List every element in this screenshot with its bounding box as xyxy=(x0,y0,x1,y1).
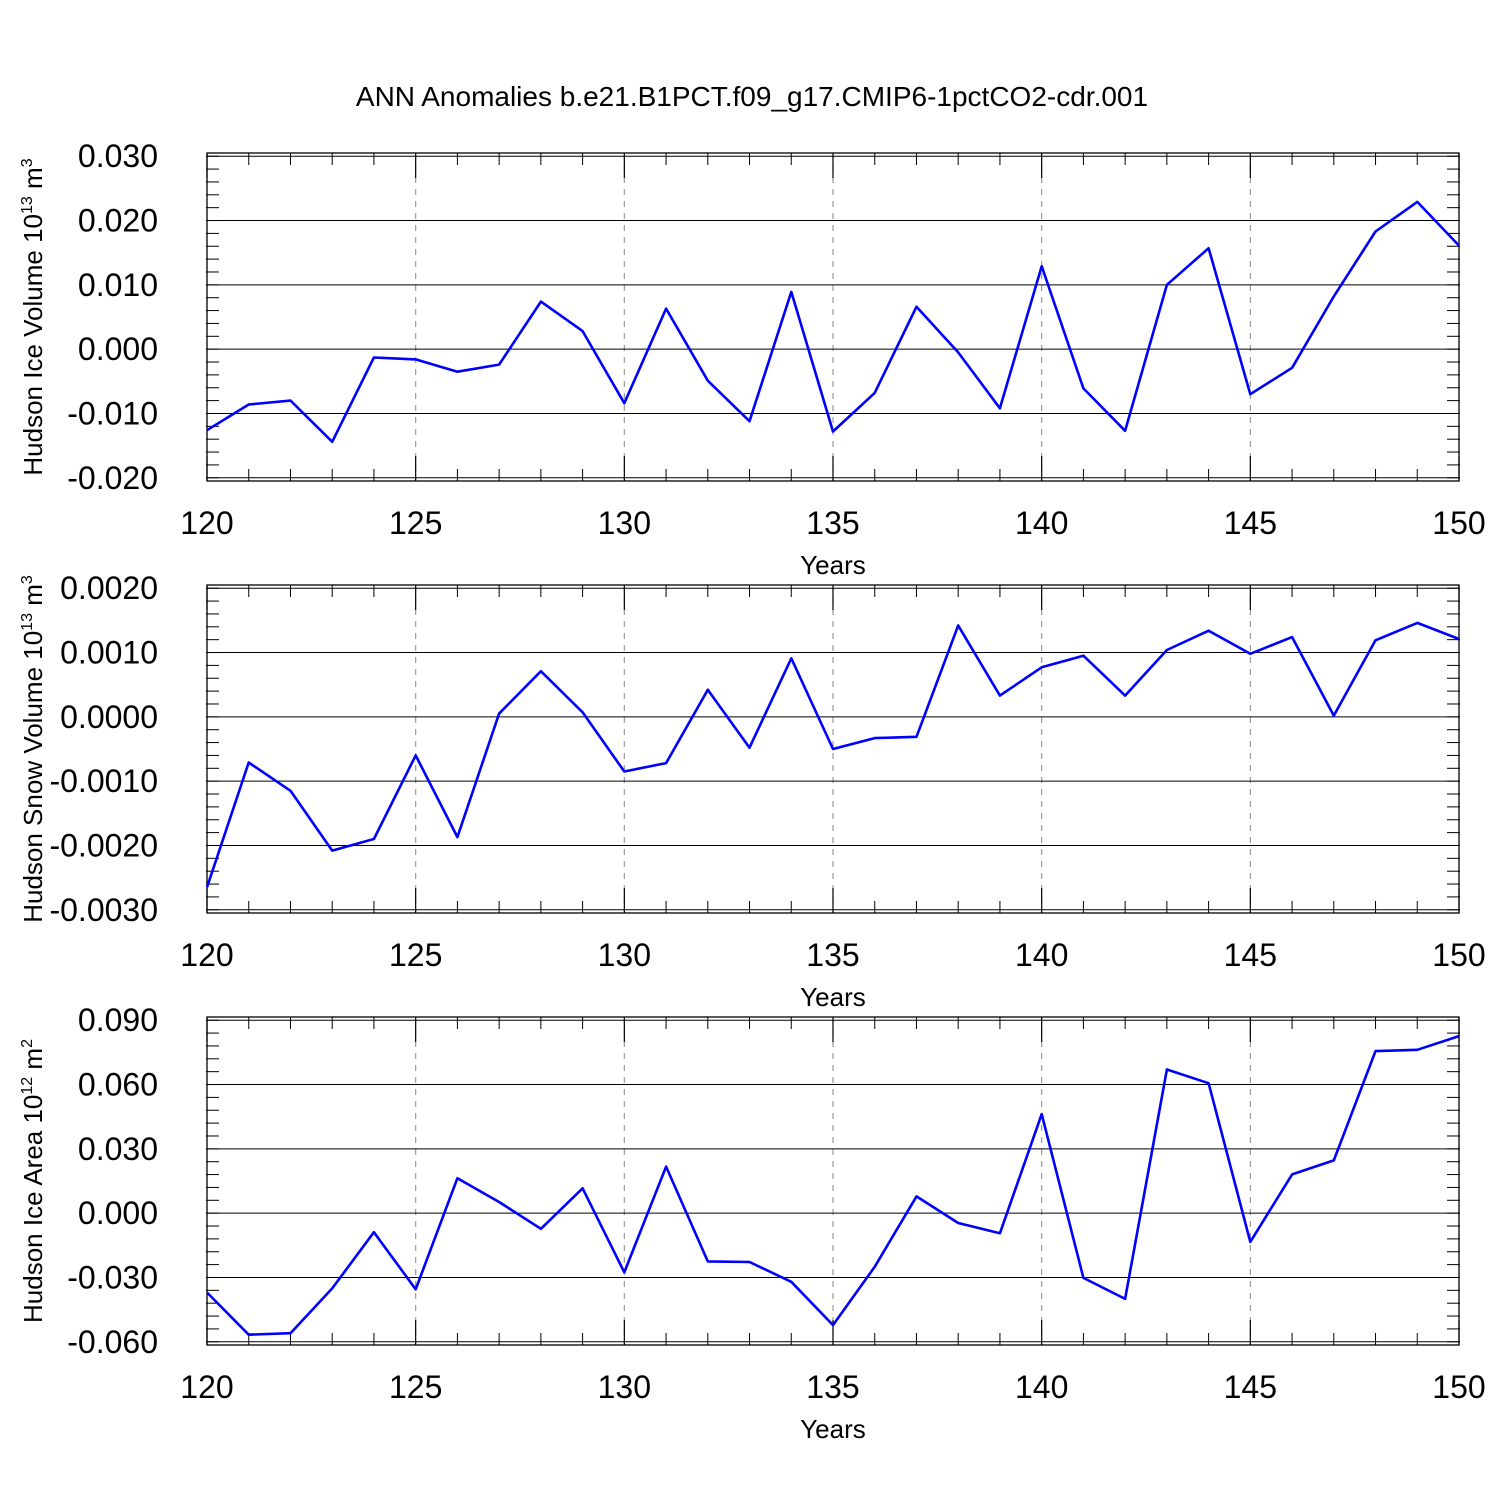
x-axis-label: Years xyxy=(800,550,866,580)
x-tick-label: 145 xyxy=(1224,1369,1277,1405)
x-tick-label: 125 xyxy=(389,937,442,973)
panels-group: -0.020 -0.010 0.000 0.010 0.020 0.030 120 125 13… xyxy=(18,138,1486,1444)
y-tick-label: 0.010 xyxy=(78,267,158,303)
x-axis-label: Years xyxy=(800,982,866,1012)
y-tick-label: -0.030 xyxy=(67,1259,158,1295)
y-tick-label: 0.030 xyxy=(78,1131,158,1167)
x-tick-label: 150 xyxy=(1432,1369,1485,1405)
x-tick-label: 120 xyxy=(180,505,233,541)
y-tick-label: 0.000 xyxy=(78,1195,158,1231)
y-tick-label: 0.030 xyxy=(78,138,158,174)
y-axis-label: Hudson Ice Volume 1013 m3 xyxy=(18,158,48,475)
series-line xyxy=(206,200,1460,444)
y-axis-label: Hudson Ice Area 1012 m2 xyxy=(18,1039,48,1323)
chart-title: ANN Anomalies b.e21.B1PCT.f09_g17.CMIP6-… xyxy=(356,81,1148,112)
x-tick-label: 145 xyxy=(1224,937,1277,973)
series-line xyxy=(205,621,1460,888)
y-tick-label: 0.020 xyxy=(78,203,158,239)
x-tick-label: 125 xyxy=(389,1369,442,1405)
x-tick-label: 140 xyxy=(1015,937,1068,973)
chart-panel-3: -0.060 -0.030 0.000 0.030 0.060 0.090 120 125 13… xyxy=(18,1002,1486,1444)
x-tick-label: 135 xyxy=(806,937,859,973)
x-axis-label: Years xyxy=(800,1414,866,1444)
x-tick-label: 145 xyxy=(1224,505,1277,541)
y-tick-label: -0.0010 xyxy=(49,763,158,799)
x-tick-label: 120 xyxy=(180,1369,233,1405)
chart-panel-1: -0.020 -0.010 0.000 0.010 0.020 0.030 120 125 13… xyxy=(18,138,1486,580)
y-tick-label: 0.000 xyxy=(78,331,158,367)
x-tick-label: 150 xyxy=(1432,505,1485,541)
y-tick-label: -0.020 xyxy=(67,460,158,496)
y-tick-label: -0.0020 xyxy=(49,827,158,863)
y-tick-label: 0.090 xyxy=(78,1002,158,1038)
x-tick-label: 130 xyxy=(598,937,651,973)
y-tick-label: 0.0000 xyxy=(60,699,158,735)
chart-panel-2: -0.0030 -0.0020 -0.0010 0.0000 0.0010 0.0020 1… xyxy=(18,570,1486,1012)
x-tick-label: 130 xyxy=(598,1369,651,1405)
y-tick-label: 0.0010 xyxy=(60,635,158,671)
x-tick-label: 140 xyxy=(1015,1369,1068,1405)
y-axis-label: Hudson Snow Volume 1013 m3 xyxy=(18,575,48,923)
x-tick-label: 135 xyxy=(806,1369,859,1405)
x-tick-label: 125 xyxy=(389,505,442,541)
x-tick-label: 140 xyxy=(1015,505,1068,541)
x-tick-label: 120 xyxy=(180,937,233,973)
x-tick-label: 130 xyxy=(598,505,651,541)
y-tick-label: -0.060 xyxy=(67,1324,158,1360)
x-tick-label: 150 xyxy=(1432,937,1485,973)
y-tick-label: -0.010 xyxy=(67,395,158,431)
y-tick-label: 0.060 xyxy=(78,1067,158,1103)
y-tick-label: 0.0020 xyxy=(60,570,158,606)
x-tick-label: 135 xyxy=(806,505,859,541)
series-line xyxy=(206,1034,1460,1336)
y-tick-label: -0.0030 xyxy=(49,892,158,928)
